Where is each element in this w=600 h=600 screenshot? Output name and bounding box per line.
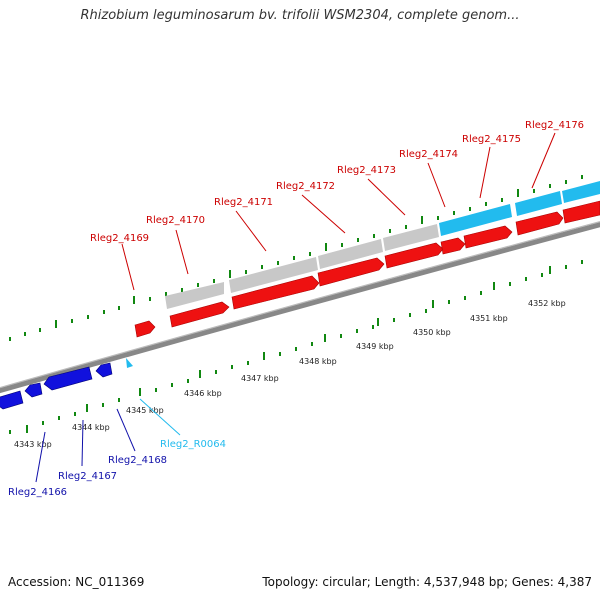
scale-label: 4343 kbp <box>14 440 52 449</box>
annotation-block <box>562 181 600 203</box>
gene-label: Rleg2_4171 <box>214 197 273 208</box>
cds-arrow-rleg2-4166 <box>0 390 24 410</box>
cds-arrow-rleg2-4172 <box>317 257 385 287</box>
cds-arrow-rleg2-4169 <box>134 320 156 338</box>
cds-arrow-rleg2-4175 <box>463 225 513 249</box>
cds-arrow-rleg2-4170 <box>169 301 230 328</box>
cds-arrow-rleg2-4168 <box>43 366 93 391</box>
annotation-block <box>165 282 224 309</box>
gene-label: Rleg2_4167 <box>58 471 117 482</box>
annotation-block <box>318 239 383 269</box>
upper-tick-track <box>9 175 583 341</box>
gene-label: Rleg2_4172 <box>276 181 335 192</box>
annotation-block <box>515 191 562 216</box>
scale-label: 4350 kbp <box>413 328 451 337</box>
scale-label: 4352 kbp <box>528 299 566 308</box>
gene-label: Rleg2_4173 <box>337 165 396 176</box>
gene-label: Rleg2_4176 <box>525 120 584 131</box>
cds-arrow-rleg2-4174 <box>440 237 466 255</box>
cds-arrow <box>562 200 600 224</box>
upper-callout-lines <box>121 132 556 291</box>
cds-arrow-rleg2-4171 <box>231 275 320 310</box>
scale-label: 4345 kbp <box>126 406 164 415</box>
scale-label: 4348 kbp <box>299 357 337 366</box>
annotation-block <box>383 224 439 251</box>
cds-arrow-rleg2-4176 <box>515 211 564 236</box>
lower-callout-lines <box>35 398 181 483</box>
scale-label: 4344 kbp <box>72 423 110 432</box>
accession-label: Accession: NC_011369 <box>8 575 145 589</box>
map-title: Rhizobium leguminosarum bv. trifolii WSM… <box>80 8 520 23</box>
genome-backbone <box>0 222 600 394</box>
scale-label: 4346 kbp <box>184 389 222 398</box>
rna-marker-rleg2-r0064 <box>126 358 133 368</box>
scale-label: 4347 kbp <box>241 374 279 383</box>
cds-arrow-rleg2-4173 <box>384 242 444 269</box>
lower-tick-track <box>9 260 583 434</box>
scale-label: 4351 kbp <box>470 314 508 323</box>
topology-label: Topology: circular; Length: 4,537,948 bp… <box>262 575 592 589</box>
gene-label: Rleg2_4174 <box>399 149 458 160</box>
gene-label: Rleg2_4168 <box>108 455 167 466</box>
annotation-track <box>165 181 600 309</box>
forward-cds-track <box>134 200 600 338</box>
cds-arrow <box>95 362 113 378</box>
gene-label: Rleg2_4169 <box>90 233 149 244</box>
gene-label: Rleg2_4166 <box>8 487 67 498</box>
gene-label: Rleg2_R0064 <box>160 439 226 450</box>
annotation-block <box>229 257 318 293</box>
scale-label: 4349 kbp <box>356 342 394 351</box>
annotation-block <box>439 204 512 236</box>
gene-label: Rleg2_4175 <box>462 134 521 145</box>
cds-arrow-rleg2-4167 <box>24 382 43 398</box>
reverse-cds-track <box>0 362 113 410</box>
gene-label: Rleg2_4170 <box>146 215 205 226</box>
